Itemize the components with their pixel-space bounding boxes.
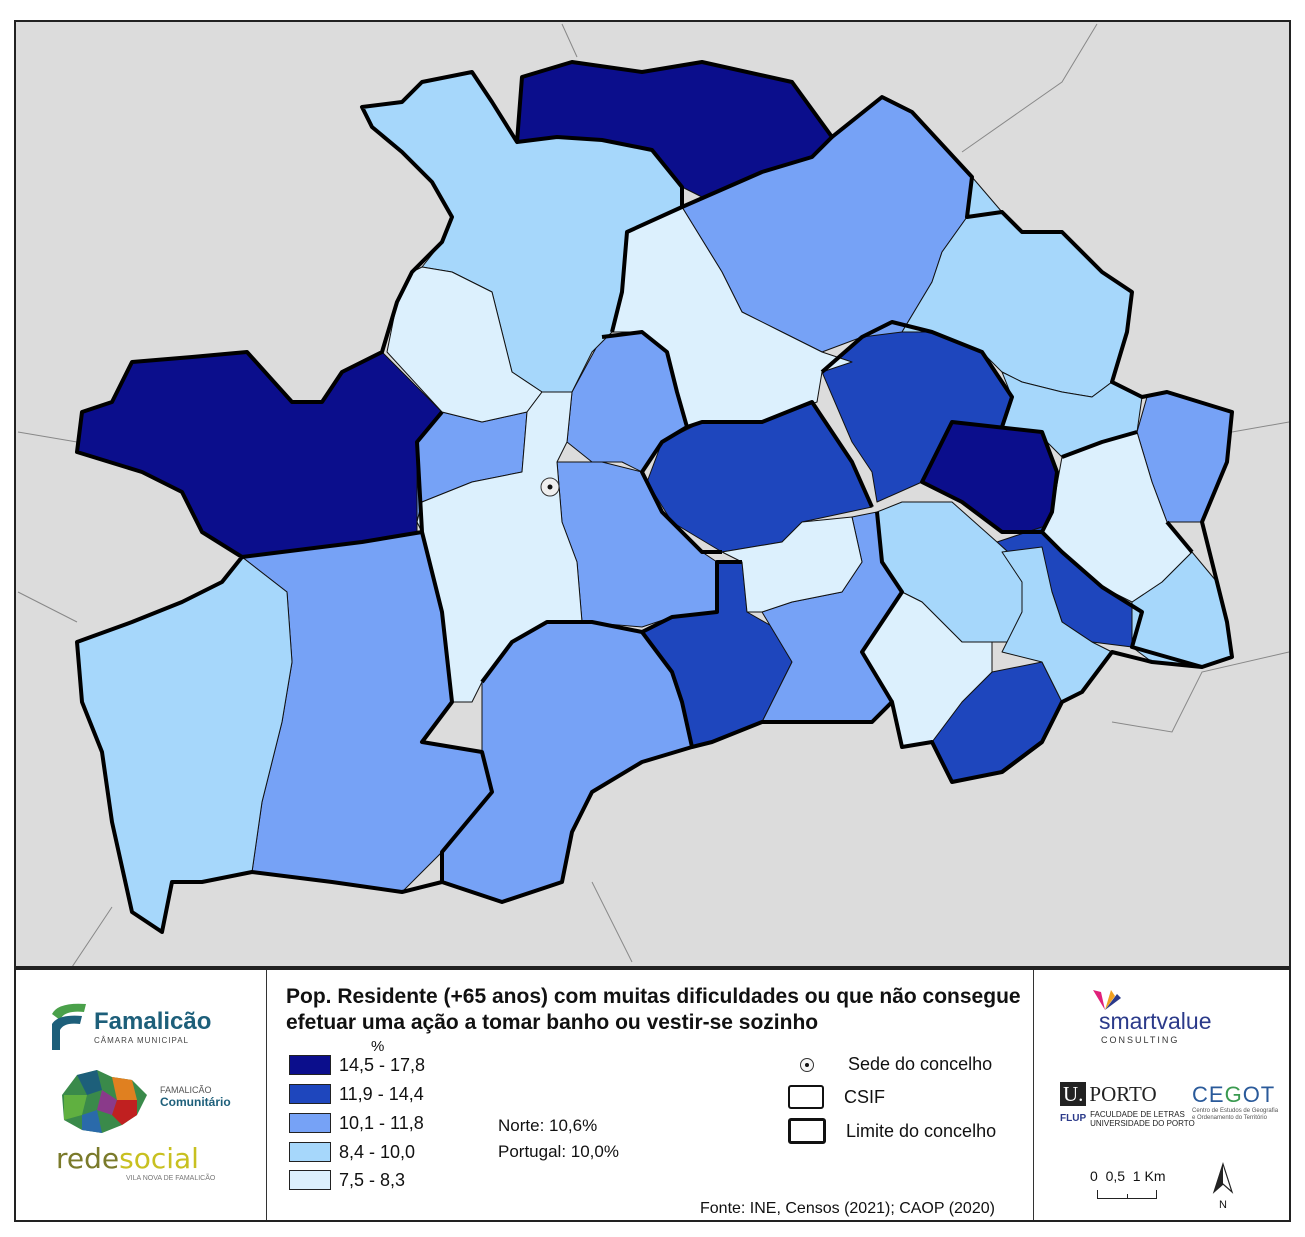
legend-label: 10,1 - 11,8 [339, 1112, 424, 1133]
legend-label: 8,4 - 10,0 [339, 1141, 416, 1162]
flup-label: FLUP [1060, 1113, 1087, 1125]
parish [76, 556, 293, 933]
csif-label: CSIF [844, 1086, 886, 1107]
limite-icon [788, 1118, 826, 1144]
parish [721, 516, 863, 613]
sede-legend: Sede do concelho [788, 1054, 992, 1075]
smartvalue-sub: CONSULTING [1101, 1035, 1180, 1045]
cegot-logo: CEGOT Centro de Estudos de Geografia e O… [1192, 1082, 1278, 1122]
famalicao-logo: Famalicão CÂMARA MUNICIPAL [48, 1000, 211, 1052]
legend-label: 11,9 - 14,4 [339, 1083, 424, 1104]
redesocial-name: redesocial [56, 1142, 215, 1175]
uporto-sub1: FACULDADE DE LETRAS [1090, 1110, 1185, 1119]
uporto-sub: FLUP FACULDADE DE LETRAS UNIVERSIDADE DO P… [1060, 1110, 1195, 1128]
cegot-sub1: Centro de Estudos de Geografia [1192, 1108, 1279, 1114]
legend-item: 7,5 - 8,3 [289, 1169, 405, 1191]
comunitario-line2: Comunitário [160, 1095, 231, 1109]
cegot-name: CEGOT [1192, 1082, 1278, 1108]
csif-icon [788, 1085, 824, 1109]
map-frame [14, 20, 1291, 968]
legend-panel: Famalicão CÂMARA MUNICIPAL FAMALICÃO Com… [14, 968, 1291, 1222]
redesocial-sub: VILA NOVA DE FAMALICÃO [126, 1175, 216, 1182]
legend-swatch [289, 1055, 331, 1075]
rede-part: rede [56, 1142, 120, 1175]
redesocial-logo: redesocial VILA NOVA DE FAMALICÃO [56, 1142, 215, 1182]
uporto-sub2: UNIVERSIDADE DO PORTO [1090, 1119, 1195, 1128]
limite-legend: Limite do concelho [788, 1118, 996, 1144]
portugal-stat: Portugal: 10,0% [498, 1142, 619, 1161]
sede-label: Sede do concelho [848, 1054, 993, 1074]
cegot-a: CE [1192, 1082, 1225, 1107]
smart-part: smart [1099, 1008, 1157, 1034]
famalicao-name: Famalicão [94, 1007, 212, 1035]
mosaic-map-icon [62, 1070, 147, 1133]
value-part: value [1156, 1008, 1212, 1034]
smartvalue-mark-icon [1093, 990, 1121, 1010]
logos-left: Famalicão CÂMARA MUNICIPAL FAMALICÃO Com… [16, 970, 267, 1220]
scale-bar [1097, 1190, 1157, 1199]
legend-label: 7,5 - 8,3 [339, 1169, 406, 1190]
uporto-u: U. [1060, 1082, 1087, 1106]
north-label: N [1219, 1199, 1227, 1211]
smartvalue-logo: smartvalue CONSULTING [1093, 990, 1211, 1045]
scale-label: 0 0,5 1 Km [1090, 1168, 1166, 1184]
choropleth-map [17, 23, 1289, 966]
legend-swatch [289, 1113, 331, 1133]
uporto-logo: U. PORTO FLUP FACULDADE DE LETRAS UNIVERSID… [1060, 1082, 1195, 1128]
uporto-name: U. PORTO [1060, 1082, 1195, 1107]
legend-item: 11,9 - 14,4 [289, 1083, 424, 1105]
csif-boundaries [75, 60, 1234, 934]
source-note: Fonte: INE, Censos (2021); CAOP (2020) [700, 1200, 995, 1217]
north-arrow: N [1210, 1162, 1236, 1211]
comunitario-line1: FAMALICÃO [160, 1085, 212, 1095]
legend-label: 14,5 - 17,8 [339, 1054, 426, 1075]
csif-legend: CSIF [788, 1085, 885, 1109]
comunitario-logo: FAMALICÃO Comunitário [52, 1065, 231, 1142]
uporto-porto: PORTO [1089, 1082, 1157, 1106]
parish [76, 351, 443, 558]
legend-item: 14,5 - 17,8 [289, 1054, 425, 1076]
legend-swatch [289, 1142, 331, 1162]
cegot-sub2: e Ordenamento do Território [1192, 1115, 1267, 1121]
map-title: Pop. Residente (+65 anos) com muitas dif… [286, 985, 1021, 1034]
legend-swatch [289, 1084, 331, 1104]
cegot-c: OT [1242, 1082, 1276, 1107]
smartvalue-name: smartvalue [1099, 1008, 1211, 1035]
legend-swatch [289, 1170, 331, 1190]
famalicao-sub: CÂMARA MUNICIPAL [94, 1035, 189, 1045]
logos-right: smartvalue CONSULTING U. PORTO FLUP FACULD… [1033, 970, 1289, 1220]
north-arrow-icon [1212, 1162, 1234, 1194]
cegot-b: G [1224, 1082, 1243, 1107]
legend-item: 8,4 - 10,0 [289, 1141, 415, 1163]
norte-stat: Norte: 10,6% [498, 1116, 598, 1135]
sede-marker [540, 477, 560, 497]
famalicao-emblem-icon [52, 1003, 86, 1050]
comunitario-text: FAMALICÃO Comunitário [160, 1085, 231, 1109]
unit-label: % [371, 1038, 385, 1055]
sede-icon [800, 1057, 814, 1072]
legend-item: 10,1 - 11,8 [289, 1112, 424, 1134]
limite-label: Limite do concelho [846, 1120, 997, 1141]
social-part: social [119, 1142, 199, 1175]
